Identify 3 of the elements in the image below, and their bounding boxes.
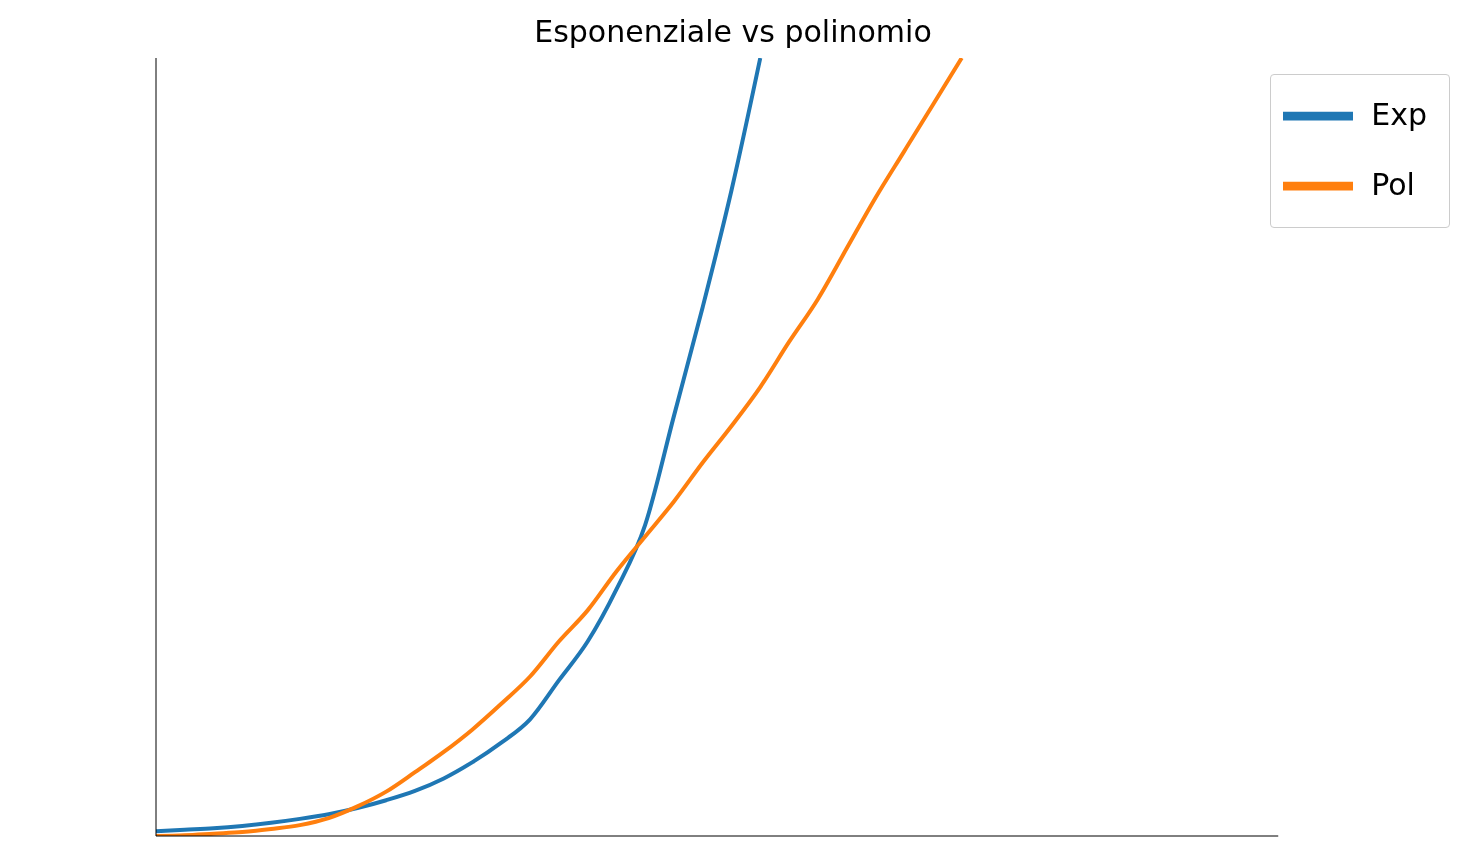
chart-title: Esponenziale vs polinomio	[533, 13, 933, 51]
legend-label: Exp	[1371, 96, 1427, 132]
legend-label: Pol	[1371, 166, 1415, 202]
